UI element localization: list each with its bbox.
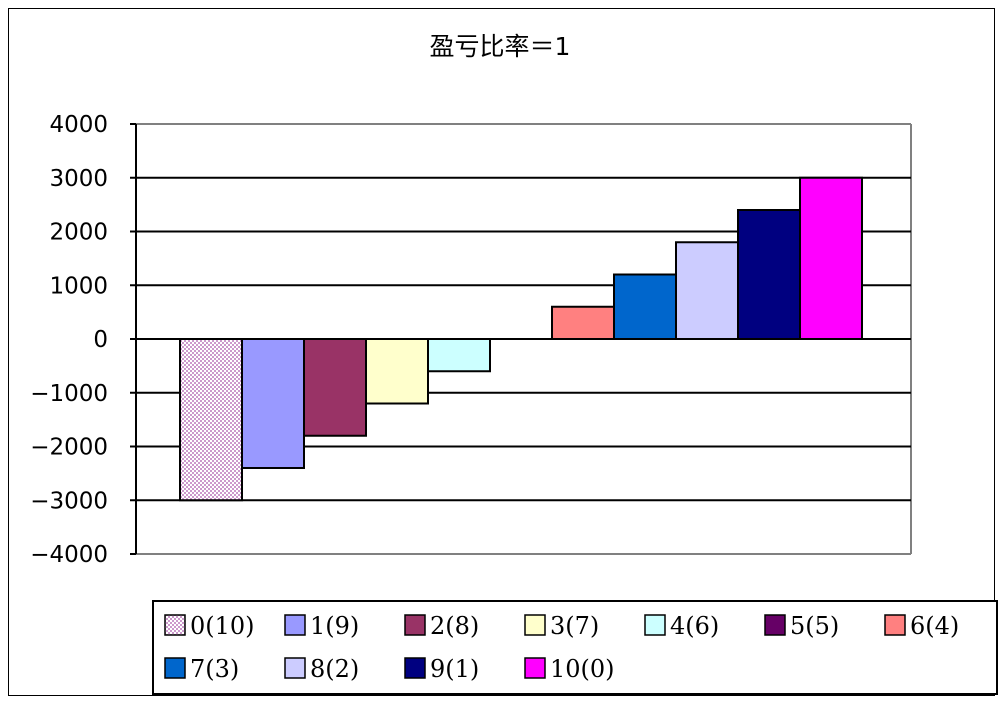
legend-swatch xyxy=(644,614,666,636)
y-axis: 4000 3000 2000 1000 0 −1000 −2000 −3000 −4000 xyxy=(30,112,137,568)
bar-group xyxy=(179,176,863,502)
legend-swatch xyxy=(404,657,426,679)
legend-swatch xyxy=(764,614,786,636)
y-tick-label: 1000 xyxy=(49,273,108,299)
legend-swatch xyxy=(164,614,186,636)
legend-label: 7(3) xyxy=(190,655,239,683)
y-tick-label: −3000 xyxy=(30,488,108,514)
legend-swatch xyxy=(524,614,546,636)
legend-label: 2(8) xyxy=(430,612,479,640)
legend-label: 3(7) xyxy=(550,612,599,640)
bar-1-9 xyxy=(241,338,305,469)
legend-swatch xyxy=(284,614,306,636)
legend-label: 6(4) xyxy=(910,612,959,640)
legend-swatch xyxy=(524,657,546,679)
bar-3-7 xyxy=(365,338,429,405)
legend-label: 9(1) xyxy=(430,655,479,683)
legend-label: 4(6) xyxy=(670,612,719,640)
y-tick-label: 4000 xyxy=(49,112,108,138)
bar-8-2 xyxy=(675,241,739,340)
y-tick-label: −1000 xyxy=(30,381,108,407)
y-tick-label: 3000 xyxy=(49,166,108,192)
bar-0-10 xyxy=(179,338,243,502)
legend-label: 1(9) xyxy=(310,612,359,640)
y-tick-label: 0 xyxy=(93,327,108,353)
bar-4-6 xyxy=(427,338,491,373)
y-tick-label: −2000 xyxy=(30,435,108,461)
y-tick-label: −4000 xyxy=(30,542,108,568)
legend-label: 8(2) xyxy=(310,655,359,683)
legend-label: 0(10) xyxy=(190,612,255,640)
bar-7-3 xyxy=(613,273,677,340)
bar-6-4 xyxy=(551,305,615,340)
chart-title: 盈亏比率＝1 xyxy=(430,32,571,61)
legend: 0(10) 1(9) 2(8) 3(7) 4(6) 5(5) 6(4) 7(3) 8(2) 9(1… xyxy=(152,600,998,695)
legend-swatch xyxy=(164,657,186,679)
chart-frame xyxy=(8,8,995,696)
y-tick-label: 2000 xyxy=(49,220,108,246)
bar-9-1 xyxy=(737,209,801,340)
bar-2-8 xyxy=(303,338,367,437)
legend-label: 10(0) xyxy=(550,655,615,683)
legend-swatch xyxy=(884,614,906,636)
legend-swatch xyxy=(404,614,426,636)
legend-label: 5(5) xyxy=(790,612,839,640)
legend-swatch xyxy=(284,657,306,679)
bar-10-0 xyxy=(799,176,863,340)
